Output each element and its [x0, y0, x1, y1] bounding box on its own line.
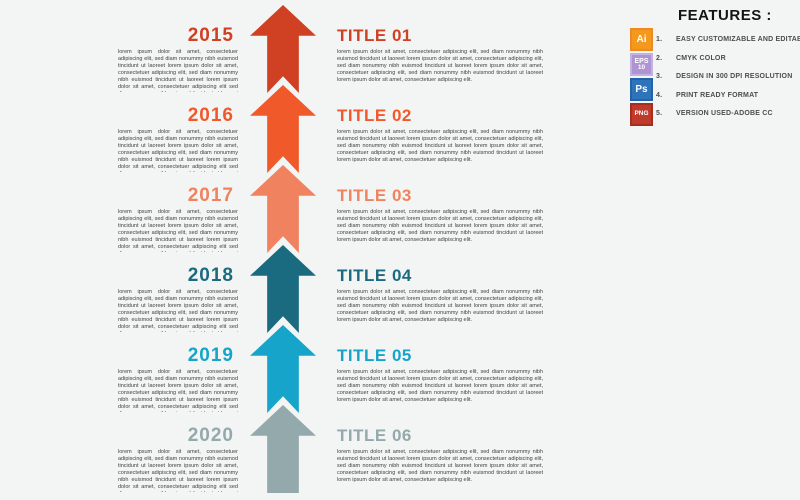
left-description: lorem ipsum dolor sit amet, consectetuer…	[118, 209, 238, 252]
timeline-row-2015: 2015 lorem ipsum dolor sit amet, consect…	[0, 5, 800, 95]
year-label: 2018	[187, 265, 234, 286]
timeline-row-2016: 2016 lorem ipsum dolor sit amet, consect…	[0, 85, 800, 175]
timeline-row-2020: 2020 lorem ipsum dolor sit amet, consect…	[0, 405, 800, 495]
badge-sublabel: 10	[637, 63, 646, 71]
right-description: lorem ipsum dolor sit amet, consectetuer…	[337, 49, 543, 83]
up-arrow-icon	[250, 165, 316, 253]
row-title: TITLE 06	[337, 426, 412, 445]
up-arrow-icon	[250, 405, 316, 493]
up-arrow-icon	[250, 245, 316, 333]
photoshop-icon: Ps	[630, 78, 653, 101]
badge-label: EPS	[634, 57, 649, 65]
up-arrow-icon	[250, 325, 316, 413]
badge-label: Ps	[635, 83, 648, 95]
year-label: 2017	[187, 185, 234, 206]
feature-number: 5.	[656, 110, 663, 117]
row-title: TITLE 04	[337, 266, 412, 285]
eps-10-icon: EPS 10	[630, 53, 653, 76]
badge-label: Ai	[636, 33, 647, 45]
feature-item: 1. EASY CUSTOMIZABLE AND EDITABLE	[656, 36, 800, 43]
feature-number: 4.	[656, 92, 663, 99]
feature-label: DESIGN IN 300 DPI RESOLUTION	[676, 73, 793, 80]
row-title: TITLE 02	[337, 106, 412, 125]
feature-label: CMYK COLOR	[676, 55, 726, 62]
features-heading: FEATURES :	[678, 7, 772, 24]
feature-item: 4. PRINT READY FORMAT	[656, 92, 800, 99]
row-title: TITLE 01	[337, 26, 412, 45]
feature-number: 2.	[656, 55, 663, 62]
feature-number: 3.	[656, 73, 663, 80]
year-label: 2020	[187, 425, 234, 446]
left-description: lorem ipsum dolor sit amet, consectetuer…	[118, 129, 238, 172]
features-panel: FEATURES : Ai EPS 10 Ps PNG 1. EASY CUSTO…	[620, 0, 800, 140]
up-arrow-icon	[250, 5, 316, 93]
left-description: lorem ipsum dolor sit amet, consectetuer…	[118, 449, 238, 492]
timeline-row-2017: 2017 lorem ipsum dolor sit amet, consect…	[0, 165, 800, 255]
year-label: 2019	[187, 345, 234, 366]
badge-label: PNG	[634, 110, 649, 118]
row-title: TITLE 05	[337, 346, 412, 365]
feature-label: PRINT READY FORMAT	[676, 92, 759, 99]
png-icon: PNG	[630, 103, 653, 126]
feature-label: VERSION USED-ADOBE CC	[676, 110, 773, 117]
right-description: lorem ipsum dolor sit amet, consectetuer…	[337, 289, 543, 323]
left-description: lorem ipsum dolor sit amet, consectetuer…	[118, 49, 238, 92]
left-description: lorem ipsum dolor sit amet, consectetuer…	[118, 289, 238, 332]
feature-item: 2. CMYK COLOR	[656, 55, 800, 62]
adobe-illustrator-icon: Ai	[630, 28, 653, 51]
year-label: 2016	[187, 105, 234, 126]
right-description: lorem ipsum dolor sit amet, consectetuer…	[337, 449, 543, 483]
feature-number: 1.	[656, 36, 663, 43]
feature-label: EASY CUSTOMIZABLE AND EDITABLE	[676, 36, 800, 43]
row-title: TITLE 03	[337, 186, 412, 205]
right-description: lorem ipsum dolor sit amet, consectetuer…	[337, 209, 543, 243]
left-description: lorem ipsum dolor sit amet, consectetuer…	[118, 369, 238, 412]
right-description: lorem ipsum dolor sit amet, consectetuer…	[337, 129, 543, 163]
right-description: lorem ipsum dolor sit amet, consectetuer…	[337, 369, 543, 403]
up-arrow-icon	[250, 85, 316, 173]
feature-item: 5. VERSION USED-ADOBE CC	[656, 110, 800, 117]
timeline-row-2018: 2018 lorem ipsum dolor sit amet, consect…	[0, 245, 800, 335]
feature-item: 3. DESIGN IN 300 DPI RESOLUTION	[656, 73, 800, 80]
timeline-row-2019: 2019 lorem ipsum dolor sit amet, consect…	[0, 325, 800, 415]
year-label: 2015	[187, 25, 234, 46]
